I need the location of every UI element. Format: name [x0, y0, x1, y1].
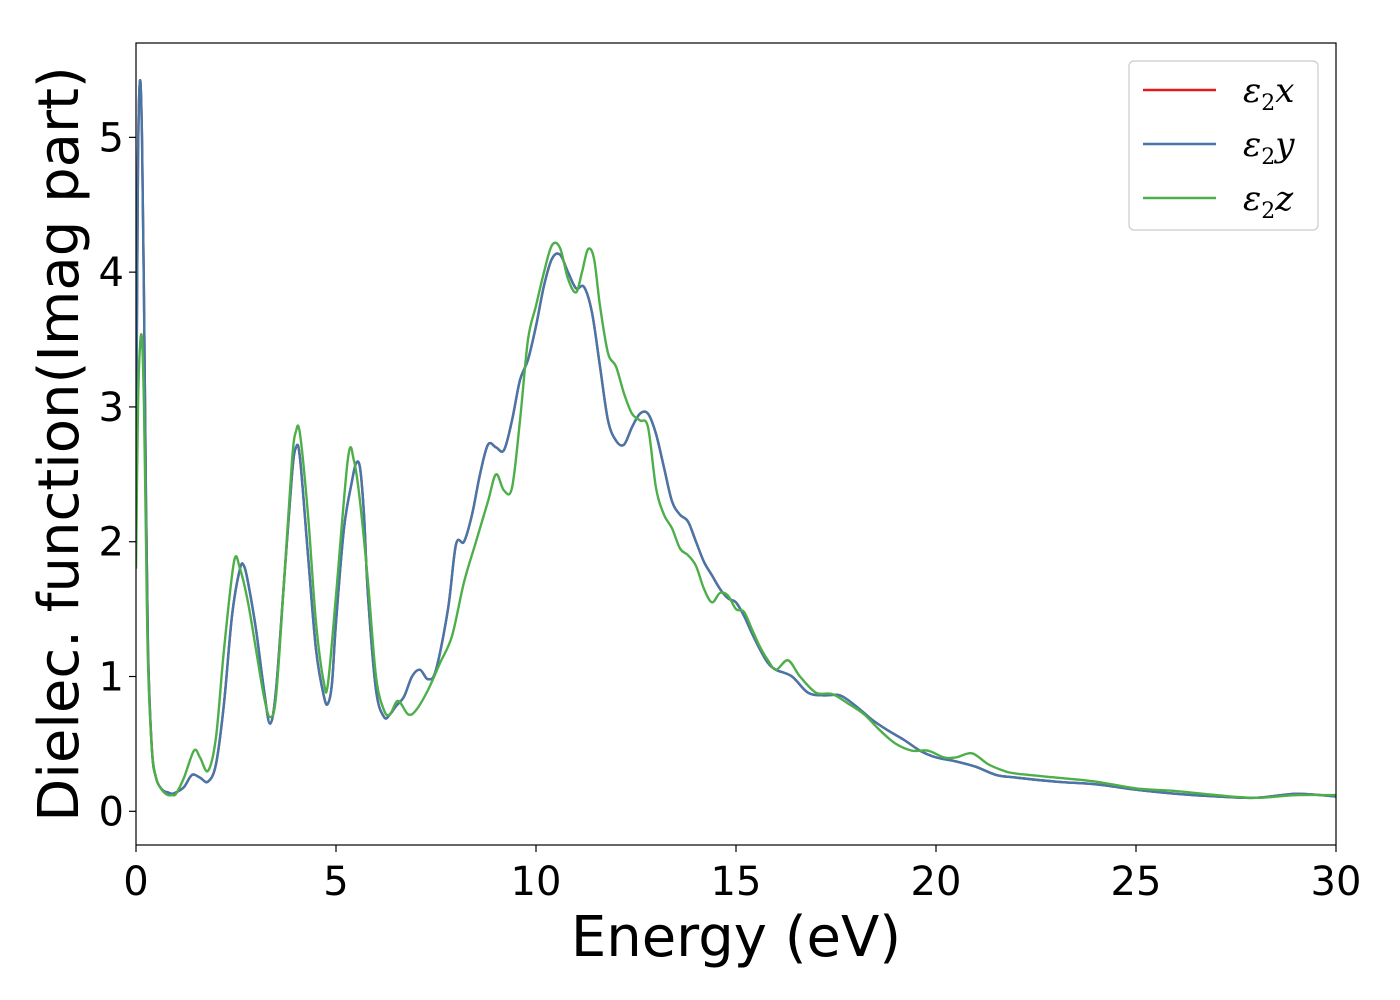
- y-tick-label: 5: [99, 115, 124, 161]
- y-tick-label: 2: [99, 520, 124, 566]
- x-tick-label: 30: [1311, 859, 1362, 905]
- y-axis-title: Dielec. function(Imag part): [27, 66, 92, 822]
- series-line-z: [136, 241, 1336, 800]
- x-axis-ticks: 0 5 10 15 20 25 30: [123, 845, 1361, 905]
- x-axis-title: Energy (eV): [571, 905, 901, 970]
- x-tick-label: 20: [911, 859, 962, 905]
- x-tick-label: 5: [323, 859, 348, 905]
- legend: ε2x ε2y ε2z: [1128, 60, 1319, 231]
- x-tick-label: 25: [1111, 859, 1162, 905]
- y-axis-ticks: 0 1 2 3 4 5: [99, 115, 136, 835]
- series-line-y: [136, 79, 1336, 800]
- x-tick-label: 15: [711, 859, 762, 905]
- y-tick-label: 3: [99, 385, 124, 431]
- y-tick-label: 4: [99, 250, 124, 296]
- legend-label-y: ε2y: [1243, 125, 1295, 170]
- legend-label-x: ε2x: [1243, 71, 1294, 116]
- plot-lines: [136, 79, 1336, 800]
- legend-box: [1128, 60, 1319, 231]
- x-tick-label: 0: [123, 859, 148, 905]
- x-tick-label: 10: [511, 859, 562, 905]
- y-tick-label: 1: [99, 655, 124, 701]
- y-tick-label: 0: [99, 789, 124, 835]
- legend-label-z: ε2z: [1243, 179, 1294, 224]
